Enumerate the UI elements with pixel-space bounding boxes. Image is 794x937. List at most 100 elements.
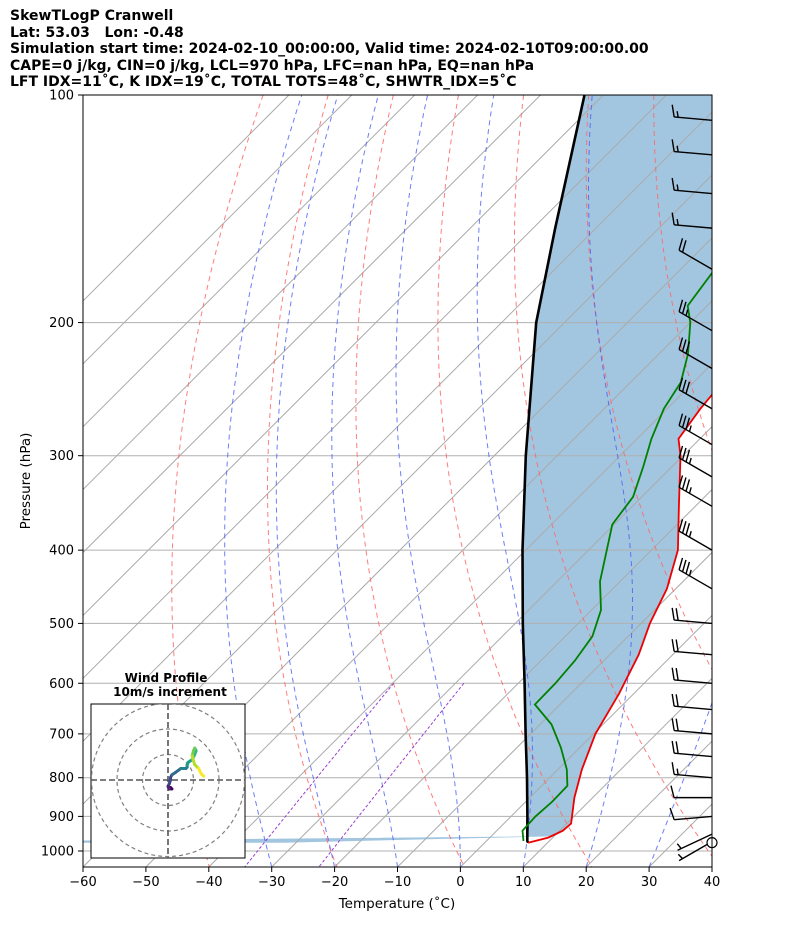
moist-adiabat-line bbox=[476, 95, 533, 867]
y-tick-label: 100 bbox=[49, 89, 74, 104]
wind-barb bbox=[671, 177, 713, 195]
hodograph-title: Wind Profile bbox=[125, 671, 208, 685]
wind-barb-feather bbox=[681, 339, 687, 352]
y-tick-label: 800 bbox=[49, 771, 74, 786]
wind-barb bbox=[678, 475, 713, 507]
moist-adiabat-line bbox=[275, 95, 339, 867]
wind-barb-shaft bbox=[674, 729, 713, 735]
wind-barb bbox=[671, 139, 713, 156]
wind-barb-shaft bbox=[674, 773, 713, 779]
isotherm-line bbox=[83, 95, 416, 428]
wind-barb-feather bbox=[678, 557, 684, 571]
moist-adiabat-line bbox=[648, 701, 712, 867]
wind-barb-feather bbox=[678, 377, 684, 390]
hodograph-inset: Wind Profile 10m/s increment bbox=[90, 671, 246, 859]
wind-barb-shaft bbox=[674, 224, 713, 229]
wind-barb-shaft bbox=[678, 311, 713, 332]
wind-barb-feather bbox=[685, 561, 691, 575]
isotherm-line bbox=[145, 300, 712, 867]
moist-adiabat-line bbox=[585, 95, 633, 867]
hodograph-subtitle: 10m/s increment bbox=[113, 685, 227, 699]
wind-barb-feather bbox=[675, 694, 679, 707]
wind-barb-half-feather bbox=[688, 487, 692, 494]
isotherm-line bbox=[83, 95, 667, 680]
wind-barb-feather bbox=[681, 521, 687, 534]
wind-barb bbox=[671, 639, 713, 656]
wind-barb-shaft bbox=[678, 841, 713, 862]
wind-barb-feather bbox=[685, 449, 691, 463]
wind-barb bbox=[671, 740, 713, 758]
isotherm-line bbox=[711, 866, 712, 867]
moist-adiabat-line bbox=[775, 95, 794, 867]
y-axis-label: Pressure (hPa) bbox=[18, 433, 34, 530]
mixing-ratio-lines bbox=[244, 682, 465, 867]
wind-barb-feather bbox=[675, 667, 679, 681]
moist-adiabat-lines bbox=[224, 95, 794, 867]
dry-adiabat-line bbox=[266, 95, 338, 867]
wind-barb-shaft bbox=[674, 150, 713, 156]
wind-barb-feather bbox=[678, 413, 684, 426]
wind-barb-feather bbox=[671, 212, 675, 225]
wind-barb-half-feather bbox=[677, 853, 684, 860]
dry-adiabat-line bbox=[719, 95, 794, 867]
isotherm-line bbox=[271, 425, 712, 867]
wind-barb-feather bbox=[671, 139, 675, 152]
wind-barb-feather bbox=[681, 477, 687, 490]
y-tick-label: 700 bbox=[49, 727, 74, 742]
dry-adiabat-line bbox=[437, 95, 593, 867]
wind-barb-feather bbox=[681, 559, 687, 573]
wind-barb-feather bbox=[678, 238, 684, 251]
wind-barb-shaft bbox=[678, 486, 713, 507]
wind-barb-feather bbox=[669, 807, 675, 820]
dry-adiabat-lines bbox=[171, 95, 794, 867]
isotherm-line bbox=[83, 95, 290, 302]
wind-barb-feather bbox=[675, 608, 679, 621]
isotherm-line bbox=[208, 363, 712, 867]
wind-barb-shaft bbox=[674, 815, 713, 821]
y-tick-label: 300 bbox=[49, 449, 74, 464]
wind-barbs bbox=[669, 104, 718, 862]
wind-barb-feather bbox=[678, 299, 684, 312]
wind-barb-feather bbox=[685, 341, 691, 354]
wind-barb-shaft bbox=[678, 389, 713, 410]
dry-adiabat-line bbox=[784, 95, 794, 867]
dry-adiabat-line bbox=[585, 95, 712, 671]
wind-barb bbox=[678, 337, 713, 370]
x-tick-label: 10 bbox=[515, 875, 532, 890]
x-tick-label: −10 bbox=[384, 875, 411, 890]
x-tick-label: −20 bbox=[321, 875, 348, 890]
y-tick-label: 200 bbox=[49, 316, 74, 331]
wind-barb-feather bbox=[671, 762, 675, 775]
wind-barb bbox=[671, 762, 713, 779]
mixing-ratio-line bbox=[318, 682, 465, 867]
wind-barb bbox=[671, 607, 713, 625]
wind-barb-feather bbox=[685, 417, 691, 430]
wind-barb bbox=[671, 104, 713, 121]
wind-barb-feather bbox=[678, 445, 684, 459]
wind-barb-feather bbox=[675, 639, 679, 652]
dewpoint-line bbox=[521, 271, 712, 842]
wind-barb-half-feather bbox=[676, 768, 679, 775]
y-tick-label: 1000 bbox=[41, 844, 74, 859]
wind-barb-shaft bbox=[674, 679, 713, 684]
wind-barb-half-feather bbox=[688, 531, 692, 538]
wind-barb-half-feather bbox=[676, 111, 679, 118]
wind-barb-feather bbox=[685, 479, 691, 492]
wind-barb bbox=[671, 693, 713, 711]
wind-barb-feather bbox=[671, 740, 675, 754]
wind-barb-feather bbox=[681, 240, 687, 253]
x-tick-label: −60 bbox=[69, 875, 96, 890]
wind-barb-feather bbox=[671, 718, 675, 731]
wind-barb-feather bbox=[671, 667, 675, 681]
wind-barb-shaft bbox=[674, 619, 713, 625]
moist-adiabat-line bbox=[331, 95, 398, 867]
wind-barb bbox=[678, 377, 713, 410]
y-tick-label: 400 bbox=[49, 544, 74, 559]
hodograph-trace-segment bbox=[199, 772, 206, 778]
y-tick-label: 900 bbox=[49, 810, 74, 825]
wind-barb bbox=[671, 718, 713, 735]
x-tick-label: 0 bbox=[456, 875, 464, 890]
wind-barb-shaft bbox=[678, 348, 713, 370]
isotherm-line bbox=[522, 677, 712, 867]
wind-barb-feather bbox=[678, 519, 684, 532]
